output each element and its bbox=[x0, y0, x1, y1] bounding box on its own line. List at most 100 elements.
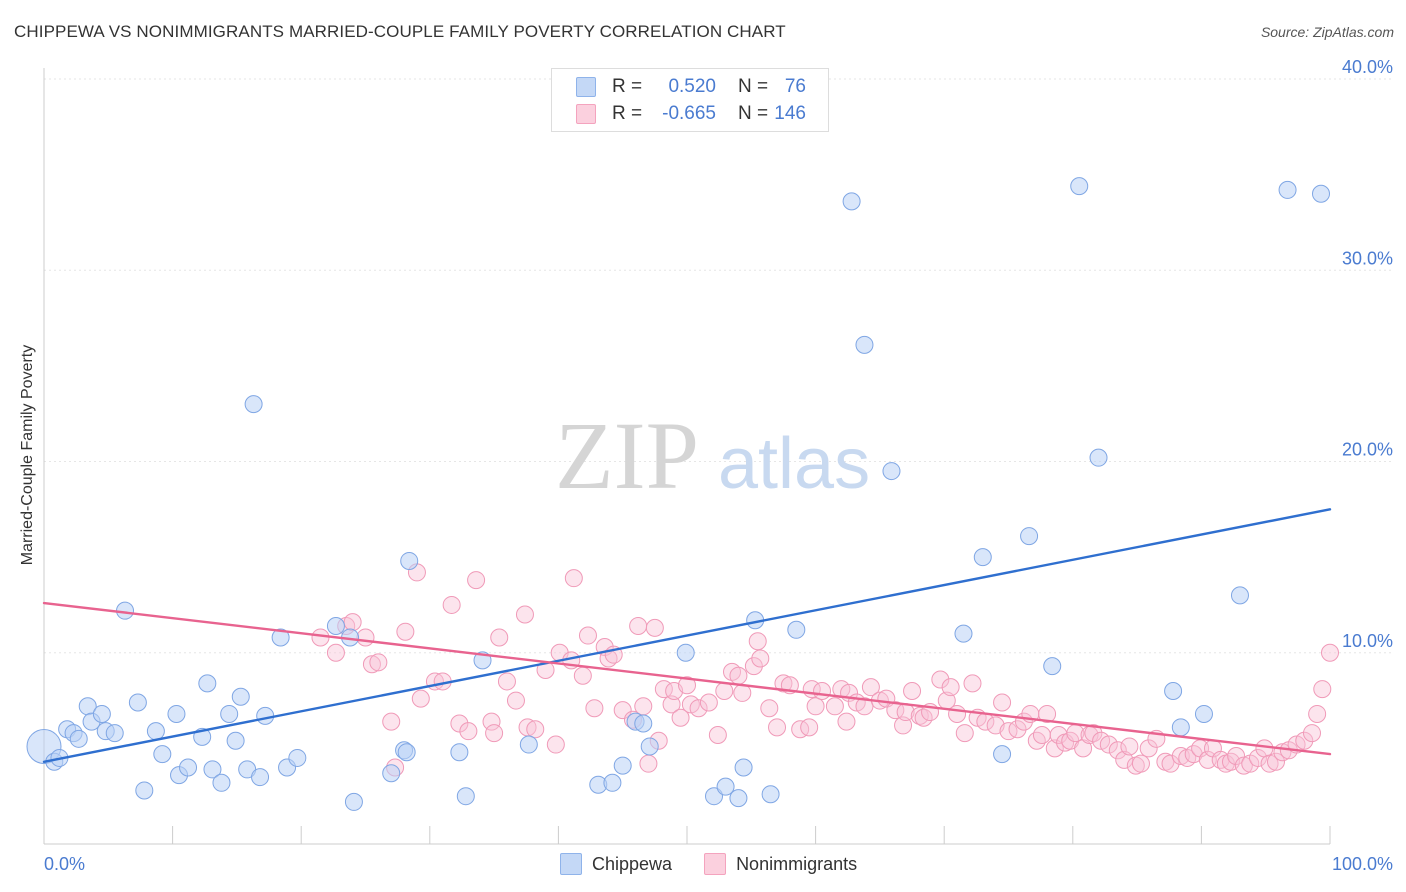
chippewa-point bbox=[729, 789, 748, 808]
chippewa-point bbox=[231, 687, 250, 706]
nonimmigrants-point bbox=[1266, 752, 1285, 771]
y-tick-label: 30.0% bbox=[1342, 248, 1393, 268]
chippewa-point bbox=[256, 706, 275, 725]
nonimmigrants-point bbox=[490, 628, 509, 647]
chippewa-point bbox=[203, 760, 222, 779]
chippewa-point bbox=[634, 714, 653, 733]
chippewa-point bbox=[640, 737, 659, 756]
nonimmigrants-point bbox=[1255, 739, 1274, 758]
chippewa-point bbox=[153, 745, 172, 764]
chippewa-point bbox=[456, 787, 475, 806]
chippewa-point bbox=[1311, 184, 1330, 203]
chippewa-point bbox=[954, 624, 973, 643]
nonimmigrants-point bbox=[459, 722, 478, 741]
chippewa-point bbox=[382, 764, 401, 783]
axes bbox=[43, 68, 1331, 845]
nonimmigrants-point bbox=[671, 708, 690, 727]
chippewa-point bbox=[973, 548, 992, 567]
chippewa-point bbox=[842, 192, 861, 211]
chippewa-point bbox=[787, 620, 806, 639]
nonimmigrants-point bbox=[585, 699, 604, 718]
legend-item-nonimmigrants[interactable]: Nonimmigrants bbox=[704, 853, 857, 875]
chippewa-point bbox=[1089, 448, 1108, 467]
chippewa-trend-line bbox=[42, 508, 1332, 763]
chippewa-point bbox=[716, 777, 735, 796]
nonimmigrants-point bbox=[768, 718, 787, 737]
nonimmigrants-point bbox=[1084, 724, 1103, 743]
nonimmigrants-point bbox=[1295, 731, 1314, 750]
nonimmigrants-point bbox=[948, 704, 967, 723]
chippewa-point bbox=[603, 773, 622, 792]
chippewa-point bbox=[92, 704, 111, 723]
nonimmigrants-point bbox=[343, 613, 362, 632]
nonimmigrants-point bbox=[760, 699, 779, 718]
nonimmigrants-point bbox=[715, 682, 734, 700]
chippewa-point bbox=[705, 787, 724, 806]
source-label: Source: ZipAtlas.com bbox=[1260, 24, 1394, 40]
chippewa-point bbox=[212, 773, 231, 792]
nonimmigrants-point bbox=[485, 724, 504, 743]
y-tick-label: 10.0% bbox=[1342, 631, 1393, 651]
nonimmigrants-point bbox=[362, 655, 381, 674]
chippewa-point bbox=[198, 674, 217, 693]
chart-title: CHIPPEWA VS NONIMMIGRANTS MARRIED-COUPLE… bbox=[14, 22, 786, 41]
nonimmigrants-point bbox=[1045, 739, 1064, 758]
nonimmigrants-point bbox=[1099, 735, 1118, 754]
r-value: -0.665 bbox=[662, 103, 716, 124]
nonimmigrants-point bbox=[941, 678, 960, 697]
n-value: 76 bbox=[784, 76, 806, 97]
nonimmigrants-point bbox=[396, 622, 415, 641]
nonimmigrants-point bbox=[825, 697, 844, 716]
nonimmigrants-point bbox=[578, 626, 597, 645]
chippewa-point bbox=[244, 395, 263, 414]
nonimmigrants-point bbox=[744, 657, 763, 676]
nonimmigrants-point bbox=[546, 735, 565, 754]
nonimmigrants-point bbox=[411, 689, 430, 708]
chippewa-point bbox=[69, 729, 88, 748]
chippewa-point bbox=[226, 731, 245, 750]
nonimmigrants-point bbox=[1248, 748, 1267, 767]
n-label: N = bbox=[738, 103, 769, 124]
nonimmigrants-point bbox=[629, 616, 648, 635]
nonimmigrants-point bbox=[708, 725, 727, 744]
nonimmigrants-point bbox=[1313, 680, 1332, 699]
legend-item-chippewa[interactable]: Chippewa bbox=[560, 853, 672, 875]
nonimmigrants-point bbox=[467, 571, 486, 590]
y-tick-label: 20.0% bbox=[1342, 440, 1393, 460]
chippewa-point bbox=[676, 643, 695, 662]
nonimmigrants-point bbox=[1161, 754, 1180, 773]
legend-row-chippewa: R = 0.520 N = 76 bbox=[576, 74, 806, 100]
nonimmigrants-point bbox=[894, 716, 913, 735]
nonimmigrants-point bbox=[861, 678, 880, 697]
legend-row-nonimmigrants: R = -0.665 N = 146 bbox=[576, 101, 806, 127]
nonimmigrants-point bbox=[645, 618, 664, 637]
nonimmigrants-point bbox=[751, 649, 770, 668]
nonimmigrants-point bbox=[1008, 720, 1027, 739]
chippewa-swatch bbox=[560, 853, 582, 875]
nonimmigrants-point bbox=[1302, 724, 1321, 743]
chippewa-point bbox=[1070, 177, 1089, 196]
nonimmigrants-point bbox=[1038, 704, 1057, 723]
nonimmigrants-point bbox=[1321, 643, 1339, 662]
nonimmigrants-point bbox=[482, 712, 501, 731]
nonimmigrants-point bbox=[526, 720, 545, 739]
chippewa-point bbox=[251, 768, 270, 787]
gridlines bbox=[44, 78, 1394, 654]
nonimmigrants-point bbox=[999, 722, 1018, 741]
watermark-atlas: atlas bbox=[718, 424, 870, 504]
nonimmigrants-point bbox=[1308, 704, 1327, 723]
chippewa-point bbox=[271, 628, 290, 647]
chippewa-point bbox=[1230, 586, 1249, 605]
chippewa-point bbox=[519, 735, 538, 754]
nonimmigrants-point bbox=[748, 632, 767, 651]
nonimmigrants-point bbox=[963, 674, 982, 693]
chippewa-point bbox=[1194, 704, 1213, 723]
nonimmigrants-point bbox=[634, 697, 653, 716]
watermark-zip: ZIP bbox=[555, 402, 699, 509]
chippewa-point bbox=[344, 792, 363, 811]
data-points bbox=[26, 177, 1339, 811]
nonimmigrants-point bbox=[1108, 741, 1127, 760]
chippewa-point bbox=[220, 704, 239, 723]
nonimmigrants-point bbox=[1260, 754, 1279, 773]
chippewa-point bbox=[135, 781, 154, 800]
